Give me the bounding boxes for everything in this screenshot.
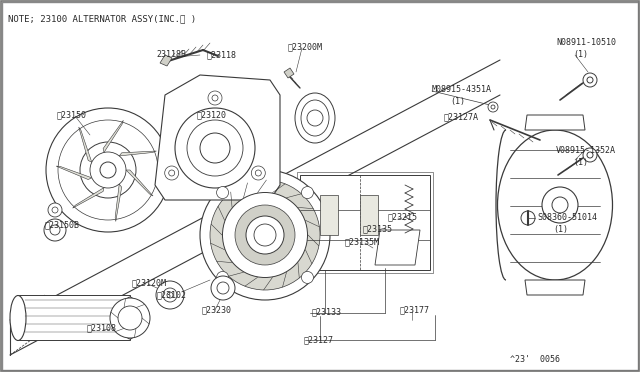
Circle shape (46, 108, 170, 232)
Text: ^23'  0056: ^23' 0056 (510, 355, 560, 364)
Circle shape (208, 91, 222, 105)
Ellipse shape (10, 295, 26, 340)
Polygon shape (525, 115, 585, 130)
Polygon shape (72, 187, 104, 208)
Circle shape (163, 288, 177, 302)
Circle shape (488, 102, 498, 112)
Text: S08360-51014: S08360-51014 (537, 213, 597, 222)
Text: ※23102: ※23102 (157, 290, 187, 299)
Circle shape (252, 166, 266, 180)
Text: N08911-10510: N08911-10510 (556, 38, 616, 47)
Text: ※23120M: ※23120M (132, 278, 167, 287)
Polygon shape (56, 166, 92, 180)
Polygon shape (160, 55, 172, 66)
Text: ※23230: ※23230 (202, 305, 232, 314)
Ellipse shape (210, 180, 320, 290)
Circle shape (216, 187, 228, 199)
Circle shape (110, 298, 150, 338)
Polygon shape (79, 127, 92, 162)
Circle shape (58, 120, 158, 220)
Ellipse shape (254, 224, 276, 246)
Circle shape (90, 152, 126, 188)
Circle shape (118, 306, 142, 330)
Text: ※23108: ※23108 (87, 323, 117, 332)
Circle shape (211, 276, 235, 300)
Circle shape (48, 203, 62, 217)
Circle shape (583, 148, 597, 162)
Circle shape (587, 152, 593, 158)
Text: ※23215: ※23215 (388, 212, 418, 221)
Ellipse shape (497, 130, 612, 280)
Text: ※23127: ※23127 (304, 335, 334, 344)
Circle shape (583, 73, 597, 87)
Polygon shape (155, 75, 280, 200)
Text: ※23118: ※23118 (207, 50, 237, 59)
Ellipse shape (123, 297, 137, 339)
Polygon shape (115, 184, 122, 221)
Circle shape (542, 187, 578, 223)
Text: ※23150B: ※23150B (45, 220, 80, 229)
Ellipse shape (235, 205, 295, 265)
Text: (1): (1) (573, 158, 588, 167)
Text: (1): (1) (573, 50, 588, 59)
Text: ※23135M: ※23135M (345, 237, 380, 246)
Circle shape (217, 282, 229, 294)
Bar (297, 172, 433, 273)
Circle shape (216, 272, 228, 283)
Text: (1): (1) (553, 225, 568, 234)
Text: ※23135: ※23135 (363, 224, 393, 233)
Text: 23118B: 23118B (156, 50, 186, 59)
Circle shape (156, 281, 184, 309)
Bar (300, 175, 430, 270)
Ellipse shape (295, 93, 335, 143)
Polygon shape (103, 120, 124, 153)
Circle shape (301, 272, 314, 283)
Circle shape (100, 162, 116, 178)
Polygon shape (126, 170, 153, 196)
Ellipse shape (223, 192, 307, 278)
Text: ※23133: ※23133 (312, 307, 342, 316)
Text: ※23177: ※23177 (400, 305, 430, 314)
Circle shape (200, 133, 230, 163)
Polygon shape (18, 295, 130, 340)
Circle shape (187, 120, 243, 176)
Text: ※23150: ※23150 (57, 110, 87, 119)
Circle shape (175, 108, 255, 188)
Text: NOTE; 23100 ALTERNATOR ASSY(INC.※ ): NOTE; 23100 ALTERNATOR ASSY(INC.※ ) (8, 14, 196, 23)
Text: ※23127A: ※23127A (444, 112, 479, 121)
Polygon shape (375, 230, 420, 265)
Circle shape (80, 142, 136, 198)
Circle shape (552, 197, 568, 213)
Circle shape (587, 77, 593, 83)
Polygon shape (284, 68, 294, 78)
Ellipse shape (200, 170, 330, 300)
Bar (360, 195, 378, 235)
Bar (320, 195, 338, 235)
Text: M08915-4351A: M08915-4351A (432, 85, 492, 94)
Ellipse shape (301, 100, 329, 136)
Ellipse shape (246, 216, 284, 254)
Text: (1): (1) (450, 97, 465, 106)
Circle shape (301, 187, 314, 199)
Circle shape (307, 110, 323, 126)
Text: ※23200M: ※23200M (288, 42, 323, 51)
Circle shape (50, 225, 60, 235)
Polygon shape (525, 280, 585, 295)
Circle shape (164, 166, 179, 180)
Text: ※23120: ※23120 (197, 110, 227, 119)
Polygon shape (119, 151, 156, 156)
Circle shape (44, 219, 66, 241)
Text: V08915-1352A: V08915-1352A (556, 146, 616, 155)
